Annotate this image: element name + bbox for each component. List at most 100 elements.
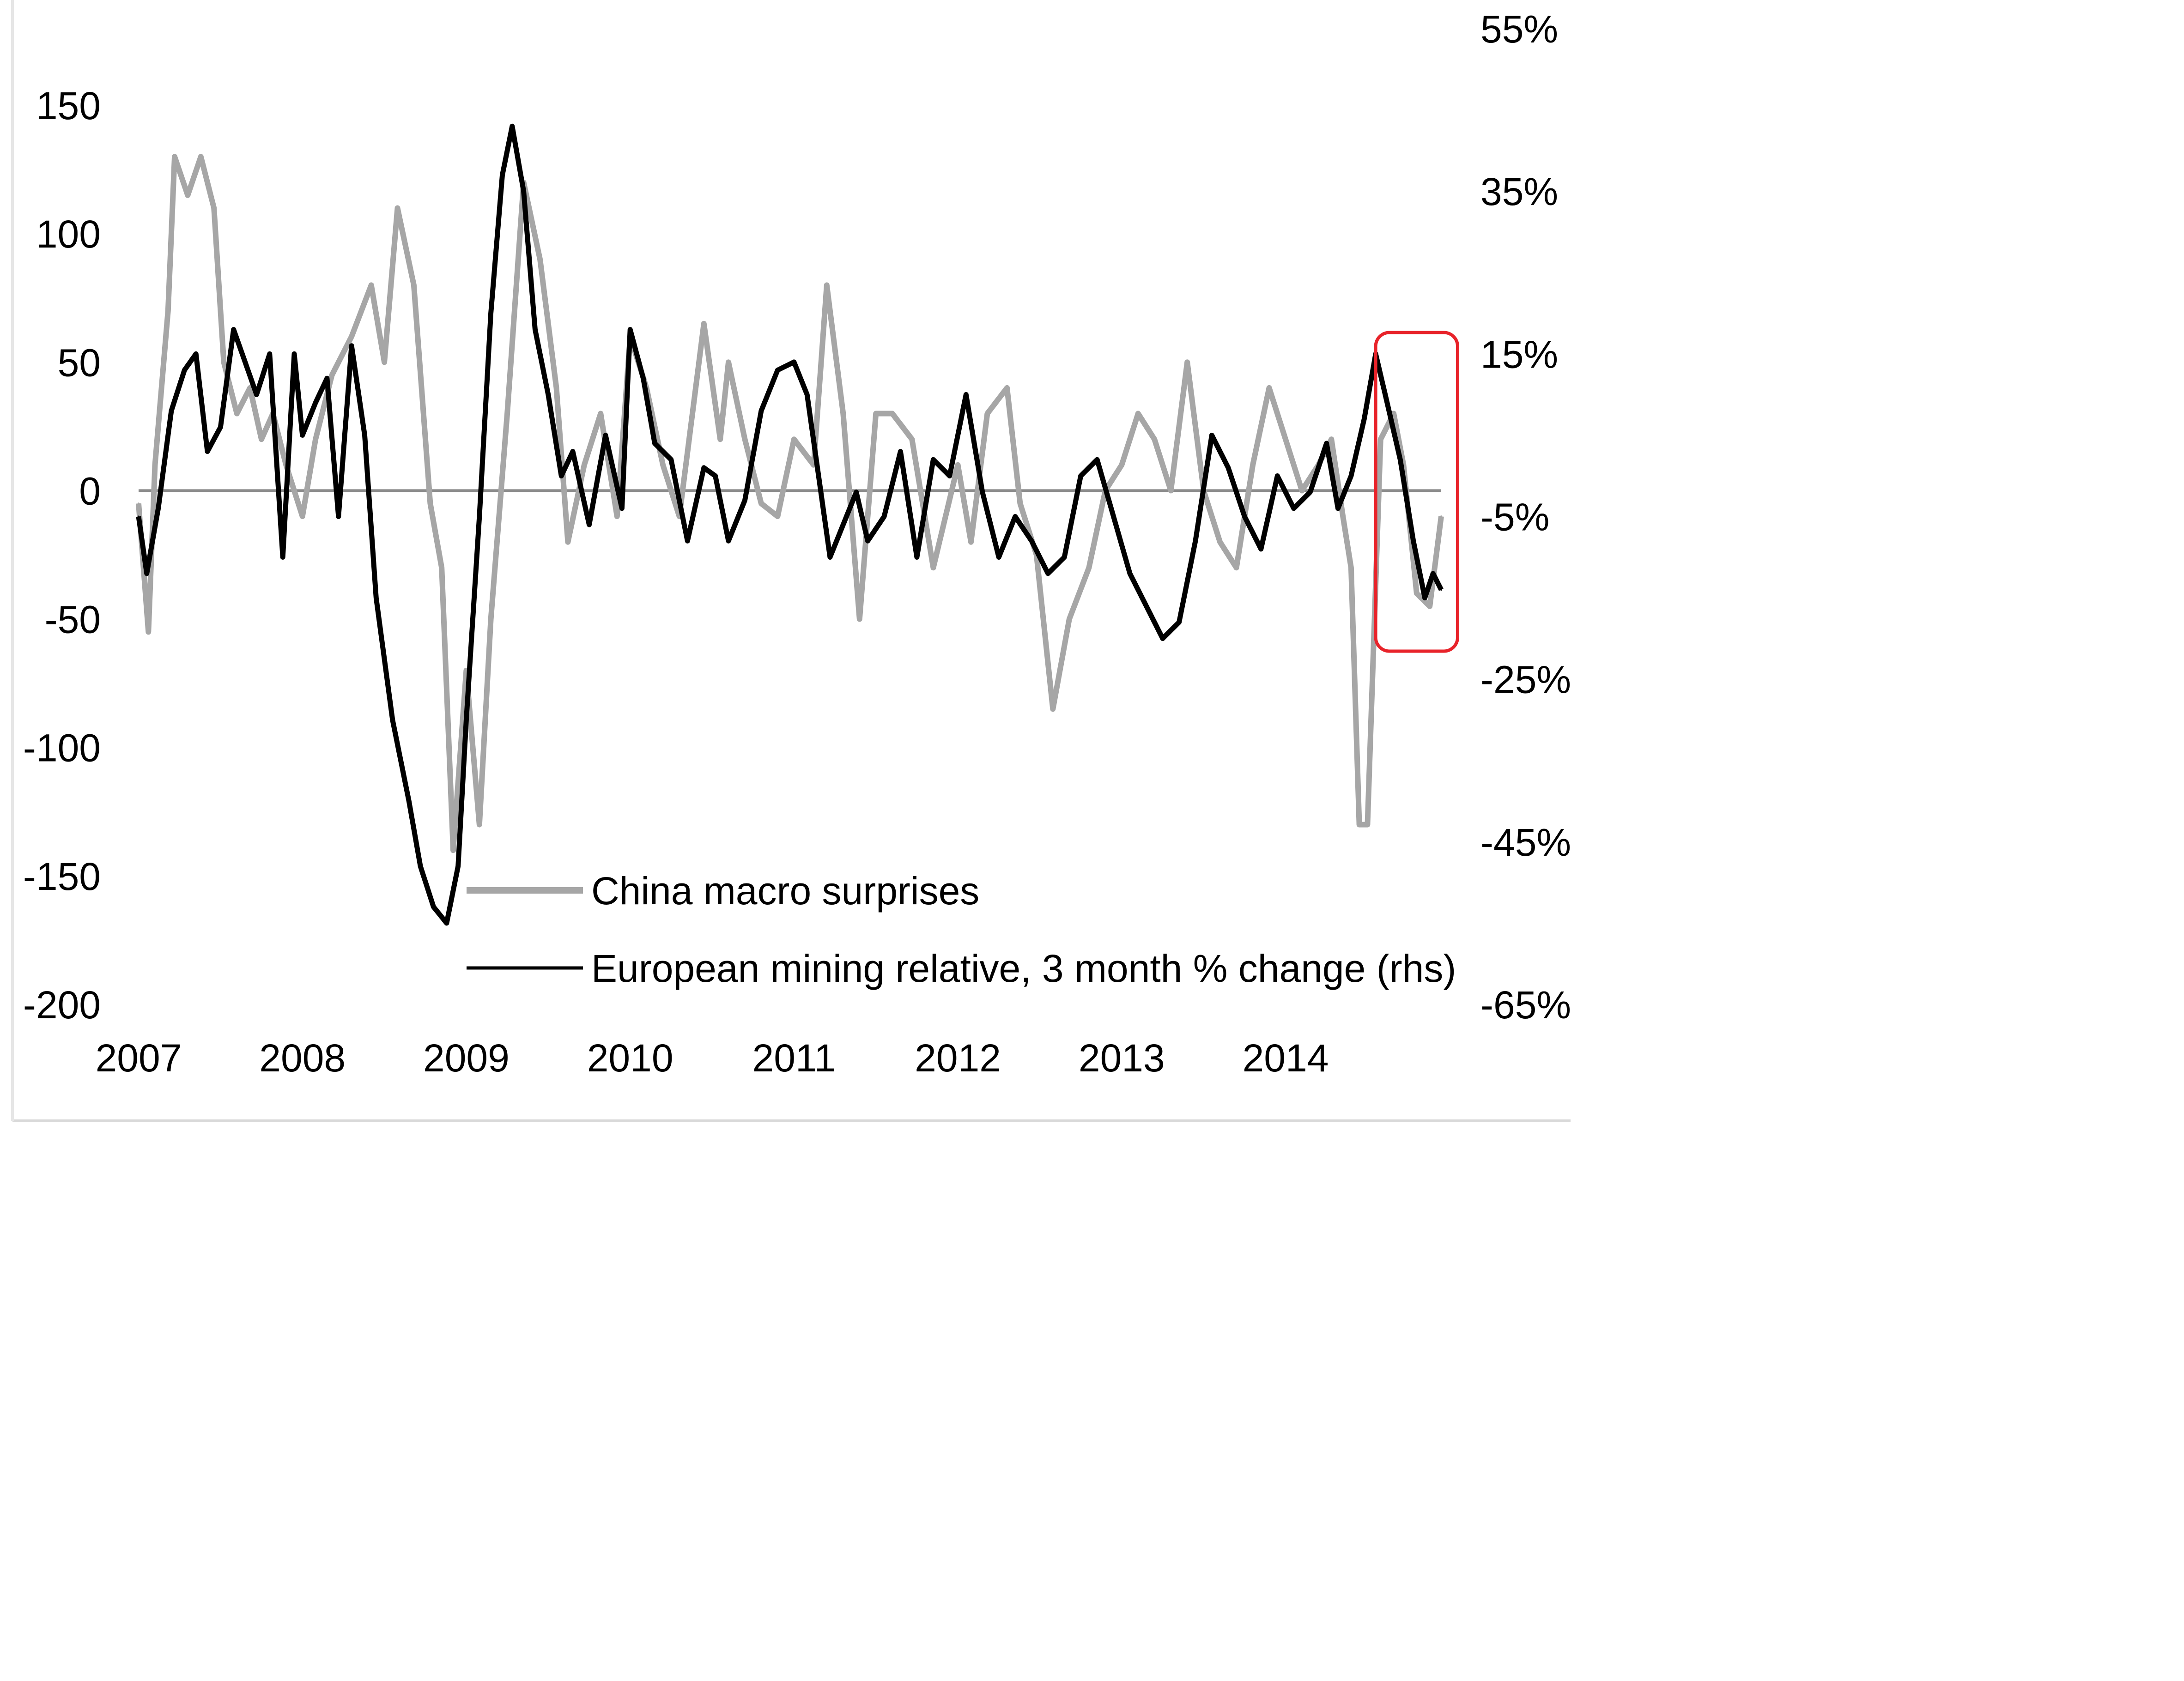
series-2-point (146, 572, 148, 574)
series-2-point (547, 393, 549, 396)
series-line-1 (136, 154, 1444, 853)
series-2-point (916, 556, 918, 558)
series-1-point (1235, 567, 1238, 569)
series-2-point (432, 906, 435, 908)
legend: China macro surprises European mining rel… (467, 869, 1456, 990)
series-1-point (1429, 605, 1431, 607)
series-1-point (744, 438, 746, 441)
series-2-point (206, 450, 208, 453)
series-2-point (1211, 434, 1213, 436)
series-2-point (408, 800, 410, 802)
series-1-point (1440, 515, 1442, 518)
series-2-point (1145, 605, 1147, 607)
series-2-point (1309, 491, 1311, 493)
series-1-point (842, 412, 844, 415)
x-tick-label: 2010 (587, 1036, 673, 1080)
series-1-point (452, 849, 455, 852)
x-tick-label: 2007 (96, 1036, 182, 1080)
series-1-point (236, 412, 238, 415)
highlight-box (1374, 331, 1459, 653)
series-1-point (249, 387, 251, 389)
series-2-point (642, 377, 644, 380)
series-2-point (981, 491, 983, 493)
series-1-point (616, 515, 618, 518)
series-1-point (600, 412, 602, 415)
right-tick-label: -45% (1480, 821, 1571, 864)
series-2-point (244, 361, 246, 363)
left-tick-label: 100 (36, 212, 101, 256)
series-1-point (1366, 823, 1369, 826)
x-tick-label: 2009 (423, 1036, 510, 1080)
series-2-point (703, 466, 705, 469)
series-2-point (1386, 402, 1388, 404)
series-1-point (441, 567, 443, 569)
series-2-point (1014, 515, 1016, 518)
series-2-point (867, 540, 869, 542)
series-1-point (957, 464, 959, 466)
right-tick-label: -25% (1480, 658, 1571, 701)
series-2-point (998, 556, 1000, 558)
series-2-point (560, 475, 563, 477)
series-1-point (1170, 490, 1172, 492)
series-1-point (703, 322, 705, 325)
series-1-point (1342, 515, 1344, 518)
series-2-point (315, 402, 317, 404)
series-1-point (875, 412, 877, 415)
left-tick-label: -50 (45, 598, 101, 641)
series-2-point (457, 865, 459, 867)
left-tick-label: -150 (23, 855, 101, 898)
series-1-point (396, 207, 399, 209)
series-1-point (301, 515, 303, 518)
series-1-point (147, 631, 150, 633)
series-2-point (1276, 475, 1279, 477)
series-2-point (806, 393, 808, 396)
series-1-point (1379, 438, 1382, 441)
series-1-point (1121, 464, 1123, 466)
series-1-point (911, 438, 913, 441)
series-1-point (315, 438, 317, 441)
series-2-point (1096, 459, 1098, 461)
series-2-point (948, 475, 951, 477)
right-tick-label: 15% (1480, 333, 1558, 376)
series-2-point (629, 328, 631, 331)
series-2-point (1440, 589, 1442, 591)
series-2-point (157, 507, 159, 509)
series-2-point (1194, 540, 1196, 542)
series-1-point (1068, 618, 1070, 620)
series-1-point (1268, 387, 1270, 389)
series-1-point (167, 310, 169, 312)
series-2-point (232, 328, 235, 331)
series-1-point (506, 412, 509, 415)
series-2-point (1129, 572, 1131, 574)
x-axis-ticks: 2007 2008 2009 2010 2011 2012 2013 2014 (96, 1036, 1329, 1080)
series-1-point (490, 618, 492, 620)
series-2-point (138, 515, 140, 518)
series-1-point (1052, 708, 1054, 710)
legend-label-1: China macro surprises (591, 869, 979, 913)
series-2-point (170, 410, 172, 412)
series-2-point (1325, 442, 1328, 444)
series-2-point (1031, 540, 1033, 542)
series-2-point (604, 434, 607, 436)
right-axis-ticks: 55% 35% 15% -5% -25% -45% -65% (1480, 7, 1571, 1027)
series-1-point (793, 438, 795, 441)
series-2-point (654, 442, 656, 444)
series-1-point (1301, 490, 1303, 492)
series-2-point (1399, 459, 1401, 461)
series-2-point (419, 865, 422, 867)
series-1-point (583, 464, 585, 466)
series-2-point (932, 459, 934, 461)
series-2-point (1292, 507, 1295, 509)
series-2-point (588, 524, 590, 526)
series-1-point (728, 361, 729, 363)
series-2-point (621, 507, 623, 509)
series-1-point (174, 156, 176, 158)
series-1-point (213, 207, 215, 209)
series-2-point (337, 515, 340, 518)
left-tick-label: -200 (23, 983, 101, 1027)
left-tick-label: -100 (23, 726, 101, 770)
series-1-point (1393, 412, 1395, 415)
series-2-point (282, 556, 284, 558)
